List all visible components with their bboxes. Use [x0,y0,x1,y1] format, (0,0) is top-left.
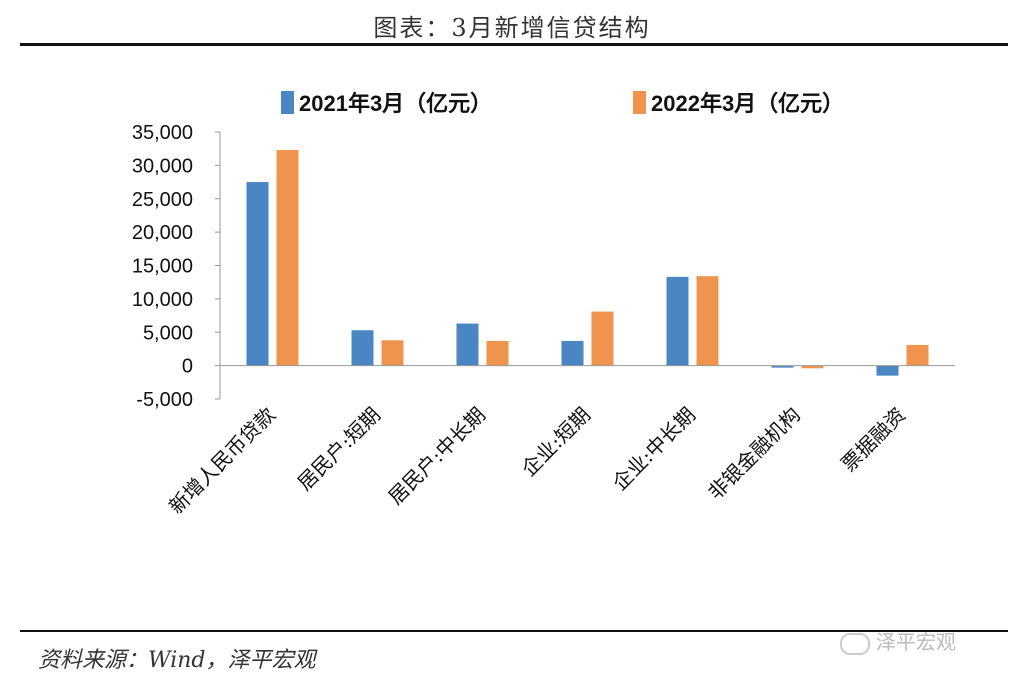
bar-2022-4 [696,276,719,366]
category-label: 居民户:中长期 [383,403,490,510]
bar-2021-0 [246,182,269,366]
chart-title: 图表：3月新增信贷结构 [373,14,651,42]
y-tick-label: 15,000 [132,256,193,278]
y-tick-label: 10,000 [132,289,193,311]
bottom-rule [20,630,1008,632]
legend-label: 2021年3月（亿元） [299,91,492,116]
wechat-icon [840,632,870,655]
legend: 2021年3月（亿元） 2022年3月（亿元） [281,91,844,116]
y-tick-label: 25,000 [132,189,193,211]
bar-2022-1 [381,340,404,366]
y-tick-label: 5,000 [143,322,193,344]
bar-2022-2 [486,340,509,366]
bar-chart: 2021年3月（亿元） 2022年3月（亿元） 35,000 30,000 25,00… [132,91,955,519]
category-label: 票据融资 [836,403,910,477]
bar-2022-6 [906,344,929,366]
watermark-text: 泽平宏观 [876,630,956,654]
watermark: 泽平宏观 [840,626,956,655]
bar-2021-2 [456,323,479,366]
category-label: 新增人民币贷款 [164,403,280,519]
y-axis: 35,000 30,000 25,000 20,000 15,000 10,000 5,00… [132,122,221,411]
bar-2022-3 [591,311,614,366]
category-label: 企业:短期 [517,403,595,481]
legend-swatch [281,91,294,114]
source-note: 资料来源：Wind，泽平宏观 [38,648,316,673]
bars [246,150,929,376]
bar-2021-3 [561,340,584,366]
y-tick-label: 35,000 [132,122,193,144]
category-label: 非银金融机构 [703,403,805,505]
legend-label: 2022年3月（亿元） [651,91,844,116]
bar-2022-5 [801,365,824,369]
bar-2022-0 [276,150,299,366]
category-label: 企业:中长期 [608,403,700,495]
bar-2021-4 [666,276,689,366]
bar-2021-6 [876,365,899,376]
y-tick-label: -5,000 [136,389,193,411]
category-label: 居民户:短期 [293,403,385,495]
y-tick-label: 20,000 [132,222,193,244]
top-rule [20,43,1008,46]
bar-2021-1 [351,330,374,366]
bar-2021-5 [771,365,794,368]
legend-swatch [633,91,646,114]
y-tick-label: 0 [182,356,193,378]
y-tick-label: 30,000 [132,155,193,177]
